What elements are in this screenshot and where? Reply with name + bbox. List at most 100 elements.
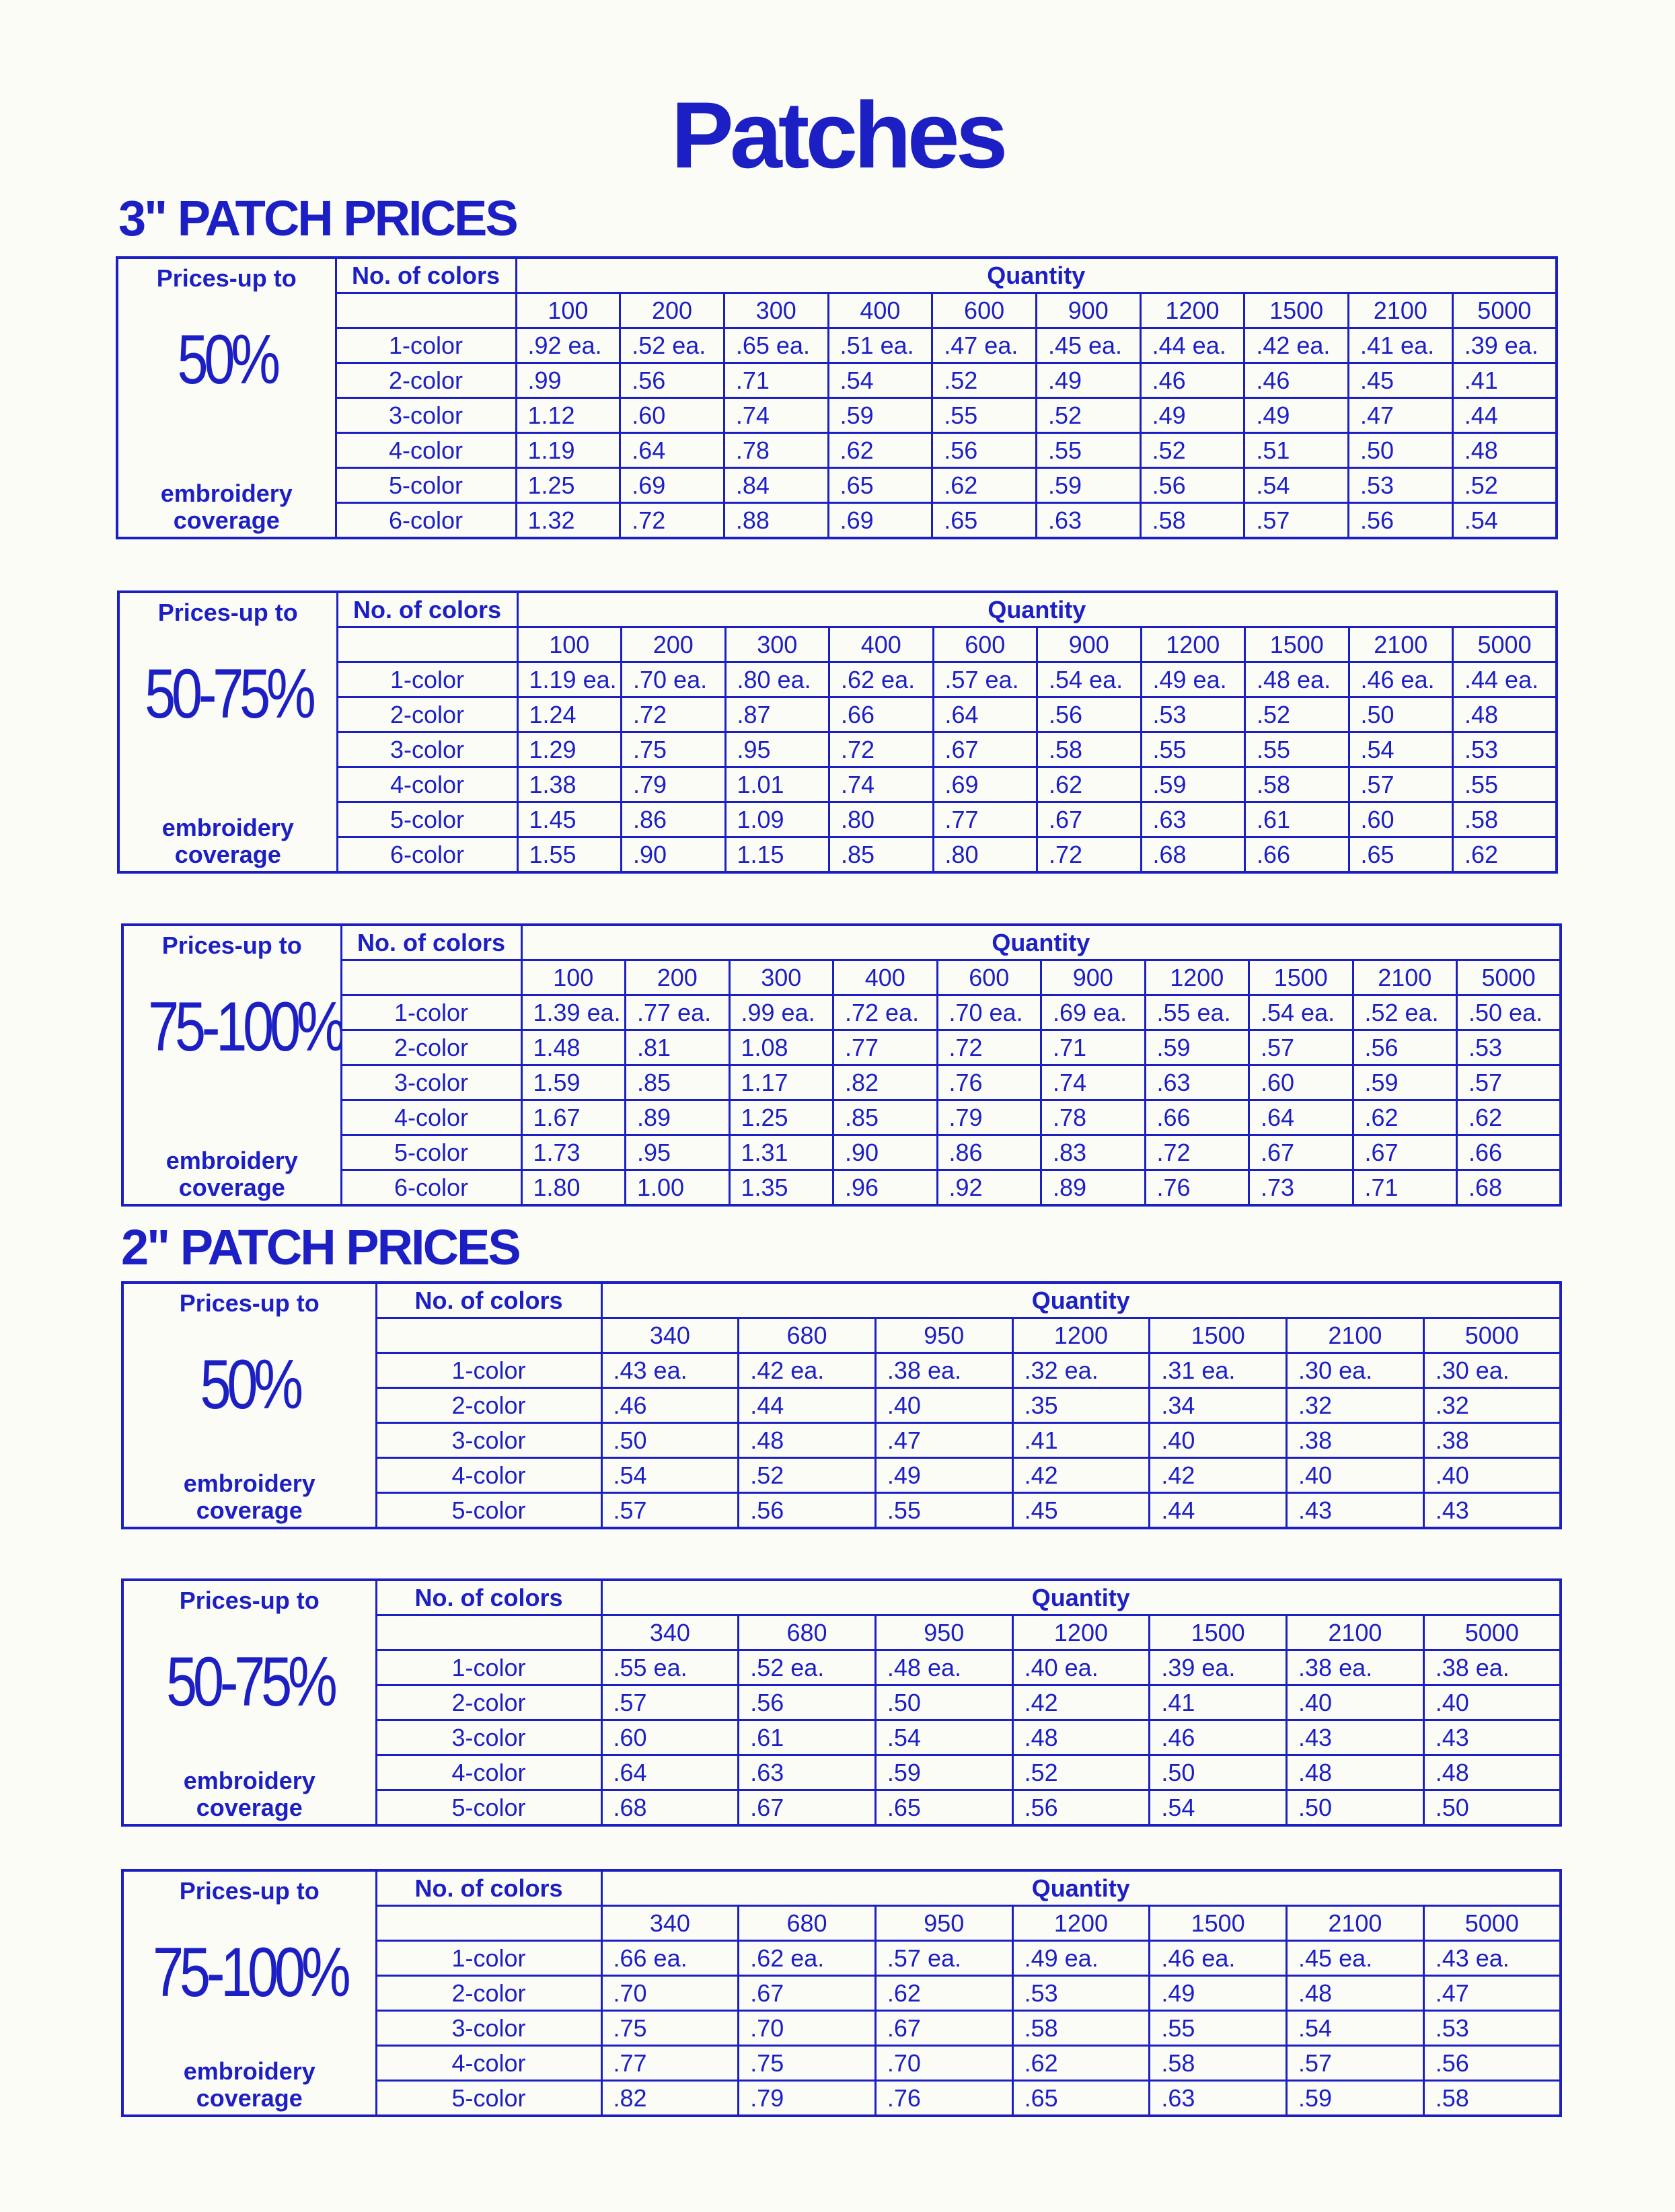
price-cell: .56: [737, 1492, 877, 1529]
price-cell: .92 ea.: [515, 327, 622, 364]
table-row: 1-color .66 ea. .62 ea. .57 ea. .49 ea. .46 e…: [122, 1940, 1562, 1977]
price-cell: .70 ea.: [620, 661, 727, 698]
coverage-percent-wrap: 50%: [119, 322, 334, 397]
table-row: 5-color 1.25.69.84.65.62.59.56.54.53.52: [117, 467, 1558, 504]
price-cell: 1.19: [515, 432, 622, 469]
price-cell: .46: [600, 1387, 740, 1424]
prices-up-to-label: Prices-up to: [179, 1587, 320, 1614]
price-cell: .55: [1244, 731, 1350, 768]
coverage-cell: Prices-up to 75-100% embroidery coverage: [121, 1869, 377, 2117]
price-cell: .58: [1139, 502, 1246, 539]
price-cell: .41: [1451, 362, 1558, 399]
price-cell: 1.09: [724, 801, 830, 838]
quantity-cell: 300: [724, 626, 830, 663]
price-table: Prices-up to 50% embroidery coverage No. of …: [121, 1281, 1562, 1529]
colors-cell: 2-color: [336, 696, 519, 733]
coverage-label-line: coverage: [174, 841, 281, 868]
price-cell: .56: [1422, 2045, 1562, 2082]
quantity-cell: 1200: [1139, 292, 1246, 329]
price-cell: .38 ea.: [1286, 1649, 1425, 1686]
page-title: Patches: [671, 82, 1008, 188]
table-row: 5-color 1.73.95 1.31.90.86.83.72.67.67.66: [122, 1134, 1562, 1171]
quantity-cell: 680: [737, 1317, 877, 1354]
price-cell: .85: [828, 836, 934, 874]
quantity-cell: 600: [931, 292, 1037, 329]
price-cell: .41: [1148, 1684, 1288, 1721]
price-cell: .65: [1347, 836, 1454, 874]
quantity-cell: 100: [515, 292, 622, 329]
table-row: 6-color 1.55.90 1.15.85.80.72.68.66.65.62: [118, 836, 1558, 874]
price-cell: .75: [620, 731, 727, 768]
table-row: 2-color 1.48.81 1.08.77.72.71.59.57.56.53: [122, 1029, 1562, 1066]
price-cell: .50: [1347, 432, 1454, 469]
table-row: 4-color .64.63.59.52.50.48.48: [122, 1754, 1562, 1791]
price-cell: 1.00: [624, 1169, 731, 1207]
coverage-label: embroidery coverage: [120, 814, 335, 868]
quantity-cell: 680: [737, 1905, 877, 1942]
price-table: Prices-up to 75-100% embroidery coverage No.…: [121, 923, 1563, 1207]
price-cell: .40: [1286, 1457, 1425, 1494]
price-cell: .59: [1286, 2080, 1425, 2117]
price-cell: .62: [1351, 1099, 1458, 1136]
price-cell: .74: [722, 397, 829, 434]
price-cell: .50 ea.: [1456, 994, 1562, 1031]
quantity-cell: 100: [516, 626, 622, 663]
quantity-cell: 1200: [1011, 1905, 1151, 1942]
colors-cell: 5-color: [375, 1492, 603, 1529]
price-cell: .64: [600, 1754, 740, 1791]
price-cell: .57 ea.: [874, 1940, 1014, 1977]
price-cell: .77: [600, 2045, 740, 2082]
price-cell: .59: [1140, 766, 1246, 803]
price-cell: .40: [1148, 1422, 1288, 1459]
quantity-cell: 5000: [1422, 1905, 1562, 1942]
colors-header: No. of colors: [334, 256, 517, 294]
price-cell: .55: [1452, 766, 1558, 803]
coverage-percent-wrap: 50-75%: [124, 1644, 374, 1720]
coverage-label-line: embroidery: [183, 2057, 315, 2085]
coverage-label: embroidery coverage: [124, 1767, 374, 1821]
coverage-label-line: coverage: [178, 1174, 285, 1201]
price-cell: .62: [1036, 766, 1142, 803]
price-cell: 1.12: [515, 397, 622, 434]
quantity-cell: 1200: [1140, 626, 1246, 663]
price-cell: 1.19 ea.: [516, 661, 622, 698]
table-row: 5-color .68.67.65.56.54.50.50: [122, 1789, 1562, 1827]
price-cell: .49: [874, 1457, 1014, 1494]
price-cell: .43: [1286, 1492, 1425, 1529]
price-cell: .72: [1144, 1134, 1250, 1171]
price-cell: .72: [620, 696, 727, 733]
colors-cell: 6-color: [340, 1169, 523, 1207]
price-cell: .64: [619, 432, 725, 469]
price-table: Prices-up to 50% embroidery coverage No. of …: [116, 256, 1559, 539]
table-row: 5-color .57.56.55.45.44.43.43: [122, 1492, 1562, 1529]
table-row: 1-color .55 ea. .52 ea. .48 ea. .40 ea. .39 e…: [122, 1649, 1562, 1686]
section-heading-2in: 2" PATCH PRICES: [121, 1219, 521, 1275]
price-cell: .40 ea.: [1011, 1649, 1151, 1686]
price-cell: .35: [1011, 1387, 1151, 1424]
quantity-cell: 600: [936, 959, 1042, 996]
price-cell: .54: [827, 362, 934, 399]
colors-cell: 3-color: [375, 1719, 603, 1756]
prices-up-to-label: Prices-up to: [179, 1289, 320, 1317]
colors-header: No. of colors: [340, 923, 523, 961]
price-cell: .65: [931, 502, 1037, 539]
coverage-label-line: coverage: [196, 1794, 303, 1821]
quantity-cell: 900: [1036, 626, 1142, 663]
quantity-cell: 5000: [1422, 1317, 1562, 1354]
price-cell: .62 ea.: [737, 1940, 877, 1977]
table-row: 6-color 1.32.72.88.69.65.63.58.57.56.54: [117, 502, 1558, 539]
empty-cell: [334, 292, 517, 329]
price-cell: .47: [1347, 397, 1454, 434]
price-cell: .68: [1140, 836, 1246, 874]
price-cell: .44 ea.: [1452, 661, 1558, 698]
quantity-cell: 1500: [1248, 959, 1354, 996]
colors-header: No. of colors: [336, 590, 519, 628]
price-cell: .96: [832, 1169, 938, 1207]
price-cell: .55: [931, 397, 1037, 434]
colors-cell: 2-color: [375, 1684, 603, 1721]
price-cell: 1.38: [516, 766, 622, 803]
price-cell: .32 ea.: [1011, 1352, 1151, 1389]
price-cell: .43 ea.: [1422, 1940, 1562, 1977]
quantity-cell: 300: [722, 292, 829, 329]
price-cell: .68: [1456, 1169, 1562, 1207]
